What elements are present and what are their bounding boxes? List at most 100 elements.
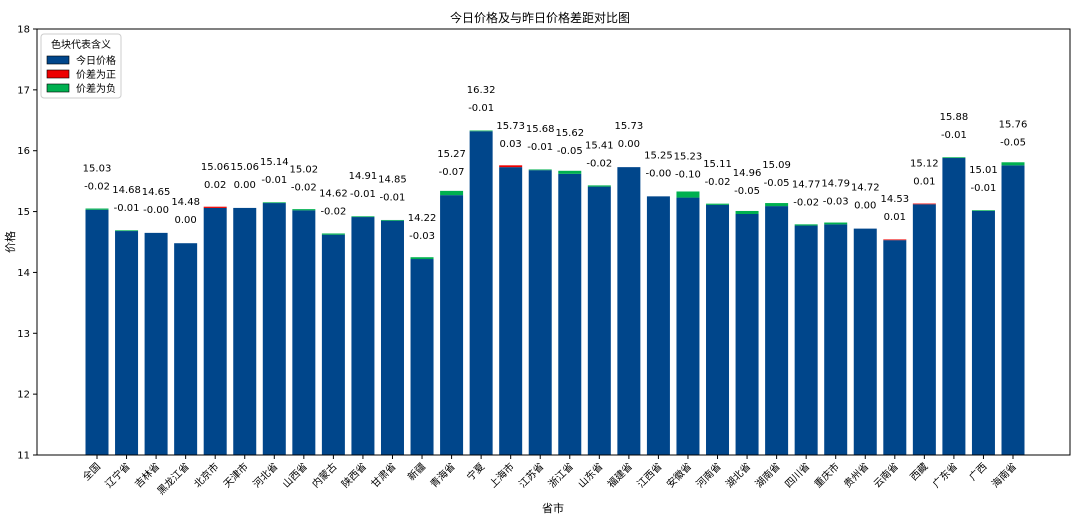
negative-diff-bar bbox=[85, 208, 109, 210]
negative-diff-bar bbox=[351, 216, 375, 218]
diff-label: -0.02 bbox=[793, 198, 819, 209]
negative-diff-bar bbox=[440, 190, 464, 196]
negative-diff-bar bbox=[292, 209, 316, 211]
legend-label: 今日价格 bbox=[76, 54, 116, 67]
diff-label: -0.10 bbox=[675, 170, 701, 181]
price-label: 14.65 bbox=[142, 187, 171, 198]
negative-diff-bar bbox=[794, 224, 818, 226]
x-tick-label: 江西省 bbox=[634, 460, 664, 490]
price-label: 14.48 bbox=[171, 197, 200, 208]
price-bar bbox=[735, 214, 759, 455]
price-label: 14.77 bbox=[792, 180, 821, 191]
negative-diff-bar bbox=[558, 170, 582, 174]
y-tick-label: 17 bbox=[17, 85, 30, 96]
negative-diff-bar bbox=[380, 219, 404, 221]
x-tick-label: 山东省 bbox=[575, 460, 605, 490]
x-tick-label: 江苏省 bbox=[516, 460, 546, 490]
price-label: 15.73 bbox=[615, 121, 644, 132]
price-label: 15.03 bbox=[83, 164, 112, 175]
diff-label: -0.01 bbox=[350, 189, 376, 200]
price-label: 14.53 bbox=[880, 194, 909, 205]
price-bar bbox=[853, 228, 877, 455]
diff-label: -0.01 bbox=[941, 130, 967, 141]
x-tick-label: 重庆市 bbox=[811, 460, 841, 490]
x-tick-label: 青海省 bbox=[427, 460, 457, 490]
diff-label: -0.01 bbox=[971, 183, 997, 194]
price-label: 15.06 bbox=[201, 162, 230, 173]
price-bar bbox=[1001, 165, 1025, 455]
price-label: 14.91 bbox=[349, 171, 378, 182]
y-tick-label: 18 bbox=[17, 25, 30, 36]
price-label: 14.62 bbox=[319, 189, 348, 200]
x-tick-label: 上海市 bbox=[486, 460, 516, 490]
x-tick-label: 天津市 bbox=[220, 460, 250, 490]
x-tick-label: 湖南省 bbox=[752, 460, 782, 490]
legend-label: 价差为正 bbox=[76, 68, 116, 81]
price-bar bbox=[144, 232, 168, 455]
price-bar bbox=[617, 167, 641, 455]
x-axis-title: 省市 bbox=[542, 501, 564, 515]
legend-title: 色块代表含义 bbox=[51, 38, 111, 51]
price-bar bbox=[380, 220, 404, 455]
price-bar bbox=[676, 197, 700, 455]
legend-swatch bbox=[46, 83, 70, 93]
price-bar bbox=[942, 158, 966, 455]
x-tick-label: 广西 bbox=[967, 461, 990, 484]
price-label: 15.76 bbox=[999, 119, 1028, 130]
price-bar bbox=[558, 173, 582, 455]
diff-label: 0.00 bbox=[618, 139, 640, 150]
diff-label: 0.00 bbox=[175, 215, 197, 226]
legend-swatch bbox=[46, 69, 70, 79]
price-bar bbox=[499, 167, 523, 455]
price-bar bbox=[115, 231, 139, 455]
value-labels-group: 15.03-0.02 14.68-0.0114.65-0.0014.480.001… bbox=[83, 85, 1028, 242]
x-tick-label: 四川省 bbox=[782, 460, 812, 490]
negative-diff-bar bbox=[469, 130, 493, 132]
x-tick-label: 河北省 bbox=[250, 460, 280, 490]
x-tick-label: 全国 bbox=[80, 460, 103, 483]
diff-label: -0.01 bbox=[380, 193, 406, 204]
x-tick-label: 贵州省 bbox=[841, 460, 871, 490]
price-bar bbox=[646, 196, 670, 455]
price-label: 15.68 bbox=[526, 124, 555, 135]
negative-diff-bar bbox=[824, 222, 848, 225]
x-tick-label: 辽宁省 bbox=[102, 460, 132, 490]
x-tick-label: 陕西省 bbox=[339, 460, 369, 490]
negative-diff-bar bbox=[262, 202, 286, 204]
x-tick-label: 浙江省 bbox=[545, 460, 575, 490]
y-tick-label: 12 bbox=[17, 390, 30, 401]
diff-label: 0.00 bbox=[234, 180, 256, 191]
price-label: 15.01 bbox=[969, 165, 998, 176]
legend-swatch bbox=[46, 55, 70, 65]
diff-label: -0.02 bbox=[320, 207, 346, 218]
diff-label: -0.05 bbox=[734, 186, 760, 197]
negative-diff-bar bbox=[528, 169, 552, 171]
price-label: 15.62 bbox=[555, 128, 584, 139]
price-bar bbox=[706, 204, 730, 455]
positive-diff-bar bbox=[912, 203, 936, 205]
x-tick-label: 甘肃省 bbox=[368, 460, 398, 490]
x-tick-label: 黑龙江省 bbox=[154, 460, 191, 497]
price-label: 15.06 bbox=[230, 162, 259, 173]
positive-diff-bar bbox=[499, 165, 523, 168]
price-bar bbox=[469, 131, 493, 456]
price-bar bbox=[233, 207, 257, 455]
y-tick-label: 15 bbox=[17, 207, 30, 218]
x-tick-label: 湖北省 bbox=[723, 460, 753, 490]
diff-label: -0.03 bbox=[823, 196, 849, 207]
price-label: 14.96 bbox=[733, 168, 762, 179]
price-bar bbox=[883, 240, 907, 455]
negative-diff-bar bbox=[587, 185, 611, 187]
price-bar bbox=[794, 225, 818, 455]
negative-diff-bar bbox=[410, 257, 434, 260]
diff-label: 0.03 bbox=[500, 139, 522, 150]
price-bar bbox=[292, 210, 316, 455]
diff-label: 0.00 bbox=[854, 201, 876, 212]
x-tick-label: 海南省 bbox=[989, 460, 1019, 490]
bars-group bbox=[85, 130, 1025, 456]
negative-diff-bar bbox=[971, 210, 995, 211]
x-tick-label: 云南省 bbox=[871, 460, 901, 490]
